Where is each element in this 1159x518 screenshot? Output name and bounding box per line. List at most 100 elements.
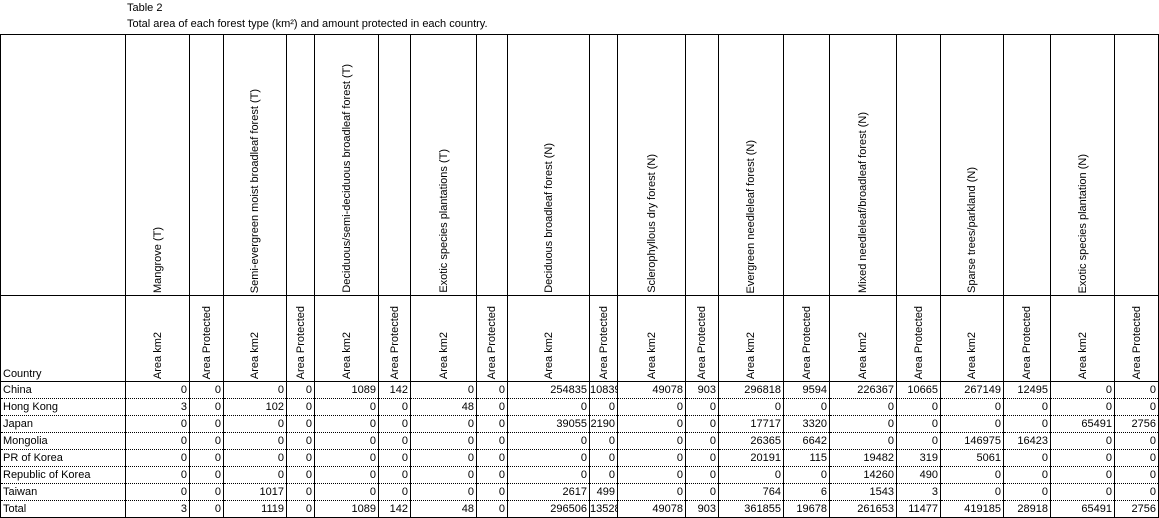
- value-cell: 0: [589, 398, 618, 416]
- header-cell: [0, 34, 126, 296]
- value-cell: 0: [378, 449, 411, 467]
- value-cell: 0: [125, 483, 190, 501]
- subheader-label: Area Protected: [200, 305, 213, 379]
- header-cell: [286, 34, 315, 296]
- value-cell: 226367: [829, 381, 897, 399]
- value-cell: 0: [223, 415, 287, 433]
- header-cell: Deciduous broadleaf forest (N): [507, 34, 590, 296]
- value-cell: 0: [783, 466, 830, 484]
- subheader-cell: Area Protected: [189, 295, 224, 382]
- header-cell: Semi-evergreen moist broadleaf forest (T…: [223, 34, 287, 296]
- value-cell: 1119: [223, 500, 287, 518]
- forest-type-label: Exotic species plantations (T): [437, 149, 450, 293]
- country-cell: Hong Kong: [0, 398, 126, 416]
- value-cell: 0: [589, 466, 618, 484]
- forest-type-label: Deciduous/semi-deciduous broadleaf fores…: [340, 64, 353, 293]
- value-cell: 20191: [718, 449, 784, 467]
- value-cell: 0: [314, 398, 379, 416]
- value-cell: 0: [410, 483, 477, 501]
- value-cell: 0: [783, 398, 830, 416]
- forest-type-label: Sparse trees/parkland (N): [966, 167, 978, 293]
- subheader-cell: Area Protected: [896, 295, 941, 382]
- value-cell: 0: [125, 415, 190, 433]
- subheader-label: Area Protected: [388, 305, 401, 379]
- data-row: Hong Kong 3 0 102 0 0 0 48 0 0 0 0 0 0 0 0 0 0 0 0 0: [0, 398, 1159, 416]
- value-cell: 102: [223, 398, 287, 416]
- value-cell: 3: [125, 398, 190, 416]
- value-cell: 296818: [718, 381, 784, 399]
- value-cell: 0: [1050, 432, 1115, 450]
- subheader-label: Area Protected: [486, 305, 498, 379]
- value-cell: 0: [1114, 381, 1159, 399]
- subheader-label: Area km2: [745, 331, 757, 379]
- value-cell: 0: [189, 381, 224, 399]
- value-cell: 499: [589, 483, 618, 501]
- value-cell: 0: [286, 415, 315, 433]
- value-cell: 0: [1050, 381, 1115, 399]
- value-cell: 142: [378, 500, 411, 518]
- header-cell: Mangrove (T): [125, 34, 190, 296]
- value-cell: 0: [476, 500, 508, 518]
- value-cell: 0: [617, 483, 686, 501]
- value-cell: 0: [476, 449, 508, 467]
- forest-table: Mangrove (T) Semi-evergreen moist broadle…: [0, 34, 1159, 518]
- data-row: Republic of Korea 0 0 0 0 0 0 0 0 0 0 0 0 0 0 14260 490 0…: [0, 466, 1159, 484]
- value-cell: 0: [1003, 449, 1051, 467]
- value-cell: 0: [476, 466, 508, 484]
- value-cell: 48: [410, 398, 477, 416]
- value-cell: 0: [378, 466, 411, 484]
- value-cell: 0: [685, 466, 719, 484]
- header-cell: Mixed needleleaf/broadleaf forest (N): [829, 34, 897, 296]
- value-cell: 0: [685, 415, 719, 433]
- value-cell: 1089: [314, 500, 379, 518]
- subheader-cell: Area km2: [507, 295, 590, 382]
- subheader-label: Area km2: [340, 331, 353, 379]
- value-cell: 0: [1050, 449, 1115, 467]
- value-cell: 261653: [829, 500, 897, 518]
- value-cell: 13528: [589, 500, 618, 518]
- subheader-cell: Area km2: [829, 295, 897, 382]
- subheader-cell: Area km2: [718, 295, 784, 382]
- corner-label: Country: [0, 295, 126, 382]
- value-cell: 0: [589, 449, 618, 467]
- value-cell: 19482: [829, 449, 897, 467]
- value-cell: 0: [940, 483, 1004, 501]
- header-cell: Sclerophyllous dry forest (N): [617, 34, 686, 296]
- subheader-label: Area Protected: [696, 305, 708, 379]
- value-cell: 48: [410, 500, 477, 518]
- subheader-cell: Area Protected: [378, 295, 411, 382]
- header-cell: [476, 34, 508, 296]
- subheader-cell: Area km2: [410, 295, 477, 382]
- header-cell: Sparse trees/parkland (N): [940, 34, 1004, 296]
- value-cell: 2756: [1114, 415, 1159, 433]
- value-cell: 0: [189, 449, 224, 467]
- value-cell: 0: [410, 432, 477, 450]
- value-cell: 0: [940, 398, 1004, 416]
- value-cell: 0: [476, 381, 508, 399]
- value-cell: 115: [783, 449, 830, 467]
- value-cell: 0: [314, 432, 379, 450]
- value-cell: 65491: [1050, 500, 1115, 518]
- value-cell: 0: [1003, 483, 1051, 501]
- value-cell: 0: [314, 449, 379, 467]
- value-cell: 3320: [783, 415, 830, 433]
- value-cell: 16423: [1003, 432, 1051, 450]
- value-cell: 5061: [940, 449, 1004, 467]
- header-cell: Deciduous/semi-deciduous broadleaf fores…: [314, 34, 379, 296]
- value-cell: 0: [1114, 483, 1159, 501]
- value-cell: 319: [896, 449, 941, 467]
- value-cell: 0: [507, 432, 590, 450]
- header-cell: [685, 34, 719, 296]
- subheader-cell: Area Protected: [685, 295, 719, 382]
- value-cell: 0: [189, 466, 224, 484]
- value-cell: 0: [940, 415, 1004, 433]
- value-cell: 0: [189, 432, 224, 450]
- value-cell: 0: [1114, 449, 1159, 467]
- value-cell: 0: [507, 466, 590, 484]
- value-cell: 0: [223, 432, 287, 450]
- subheader-cell: Area km2: [1050, 295, 1115, 382]
- value-cell: 0: [125, 432, 190, 450]
- value-cell: 419185: [940, 500, 1004, 518]
- value-cell: 0: [410, 381, 477, 399]
- value-cell: 6: [783, 483, 830, 501]
